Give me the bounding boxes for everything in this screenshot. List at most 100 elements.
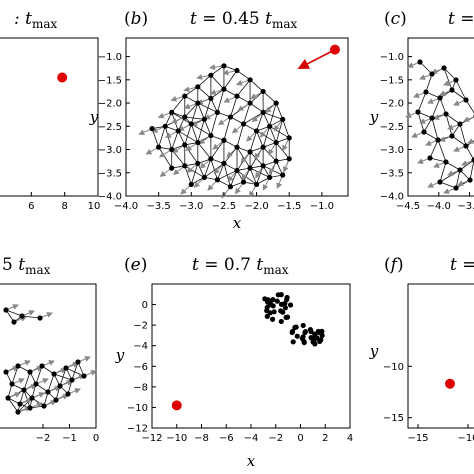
panel-f-xtick-label: −15	[407, 433, 428, 444]
panel-b-prey	[273, 139, 279, 146]
panel-a-xticks: 6 8 10	[28, 192, 100, 212]
panel-b-prey	[286, 135, 292, 141]
panel-b-prey	[234, 67, 240, 74]
panel-a: 6 8 10 : tmax	[0, 9, 100, 212]
panel-b-xtick-label: −4.0	[114, 201, 138, 212]
panel-b-xtick-label: −2.5	[212, 201, 236, 212]
panel-c-prey	[453, 185, 459, 191]
panel-e-frame	[151, 283, 351, 429]
panel-f: (f) t = −15 −10 −10 −15 y	[369, 255, 474, 444]
panel-e-prey	[264, 313, 270, 319]
panel-c-edge	[445, 161, 461, 171]
panel-e-prey	[265, 299, 271, 305]
panel-c-edge	[459, 123, 467, 147]
panel-c-label: (c)	[384, 9, 407, 29]
panel-e-xlabel: x	[247, 452, 256, 470]
panel-c-edge	[443, 67, 453, 91]
panel-c-prey	[435, 137, 441, 143]
panel-c: (c) t = −4.5−4.0−3.5−1.0−1.5−2.0−2.5−3.0…	[369, 9, 474, 212]
panel-f-xtick-label: −10	[457, 433, 474, 444]
panel-e-prey	[317, 338, 323, 345]
panel-d-prey	[69, 377, 75, 383]
panel-d-prey	[27, 405, 33, 411]
panel-b-prey	[253, 181, 260, 187]
panel-d-prey	[53, 397, 59, 403]
panel-b-edge	[223, 116, 231, 141]
panel-c-edge	[439, 97, 447, 115]
panel-b-edge	[158, 126, 166, 148]
panel-b-prey	[240, 179, 247, 185]
panel-b-edge	[171, 95, 186, 113]
panel-d-prey	[29, 395, 35, 401]
panel-b-predator-arrow	[297, 48, 336, 69]
panel-b-edge	[197, 74, 212, 88]
panel-e-xtick-label: −4	[244, 433, 259, 444]
panel-b-prey	[182, 163, 188, 169]
panel-e-prey	[264, 308, 270, 314]
panel-c-edge	[469, 159, 474, 181]
panel-e-prey	[301, 338, 307, 345]
panel-b-edge	[210, 65, 225, 76]
panel-b-prey	[208, 95, 214, 102]
panel-b-prey	[208, 72, 214, 78]
panel-b-prey	[260, 163, 266, 169]
panel-e-prey	[270, 297, 276, 303]
panel-c-prey	[453, 77, 459, 83]
panel-b-xtick-label: −1.5	[277, 201, 301, 212]
panel-c-prey	[457, 121, 463, 127]
panel-b-xlabel: x	[233, 214, 242, 232]
panel-b-edge	[210, 140, 225, 160]
panel-d-prey	[37, 315, 43, 321]
panel-e-prey	[278, 318, 284, 325]
panel-b-prey	[227, 114, 234, 120]
panel-b-xtick-label: −2.0	[244, 201, 268, 212]
panel-e-prey	[319, 332, 325, 339]
panel-b-prey	[214, 109, 221, 115]
panel-b-prey	[234, 144, 240, 150]
panel-d-prey	[63, 365, 69, 371]
panel-b-prey	[195, 139, 201, 146]
panel-a-xtick-label: 8	[61, 201, 67, 212]
panel-e-prey	[290, 339, 296, 345]
panel-b-prey	[227, 184, 234, 190]
panel-d-prey	[45, 389, 51, 395]
panel-f-ytick-label: −10	[383, 362, 404, 373]
panel-b-prey	[234, 167, 240, 174]
panel-b-edge	[184, 144, 199, 164]
panel-c-ytick-label: −1.0	[380, 52, 404, 63]
panel-b-edge	[203, 158, 212, 178]
panel-b-prey	[260, 88, 266, 95]
panel-b-edge	[262, 91, 277, 104]
panel-b-prey	[221, 160, 227, 167]
panel-b-edge	[184, 116, 205, 120]
panel-b-edge	[203, 119, 212, 136]
panel-b-prey	[175, 128, 181, 134]
panel-b-edge	[223, 70, 238, 90]
panel-b-prey	[247, 100, 253, 106]
panel-d-prey	[41, 403, 47, 409]
panel-c-edge	[455, 169, 461, 189]
panel-b-ytick-label: −4.0	[98, 192, 122, 203]
panel-e-prey	[278, 301, 285, 307]
panel-c-edge	[419, 61, 433, 75]
panel-b-edge	[217, 89, 225, 113]
panel-c-network	[405, 59, 474, 194]
panel-b-edge	[275, 102, 284, 120]
panel-b-edge	[210, 74, 225, 90]
panel-c-prey	[463, 97, 469, 103]
panel-c-edge	[439, 169, 461, 183]
panel-d-prey	[65, 391, 71, 397]
panel-c-edge	[425, 73, 433, 93]
panel-b-prey	[273, 100, 279, 106]
panel-b-edge	[178, 130, 199, 143]
panel-b-prey	[195, 160, 201, 167]
panel-b-edge	[171, 130, 179, 150]
panel-c-xtick-label: −3.5	[457, 201, 474, 212]
panel-c-prey	[441, 65, 447, 71]
panel-b-edge	[184, 86, 199, 97]
panel-d-prey	[39, 363, 45, 369]
panel-c-prey	[457, 167, 463, 173]
panel-d-prey	[57, 383, 63, 389]
panel-d-prey	[3, 369, 9, 375]
panel-a-predator	[57, 72, 68, 83]
